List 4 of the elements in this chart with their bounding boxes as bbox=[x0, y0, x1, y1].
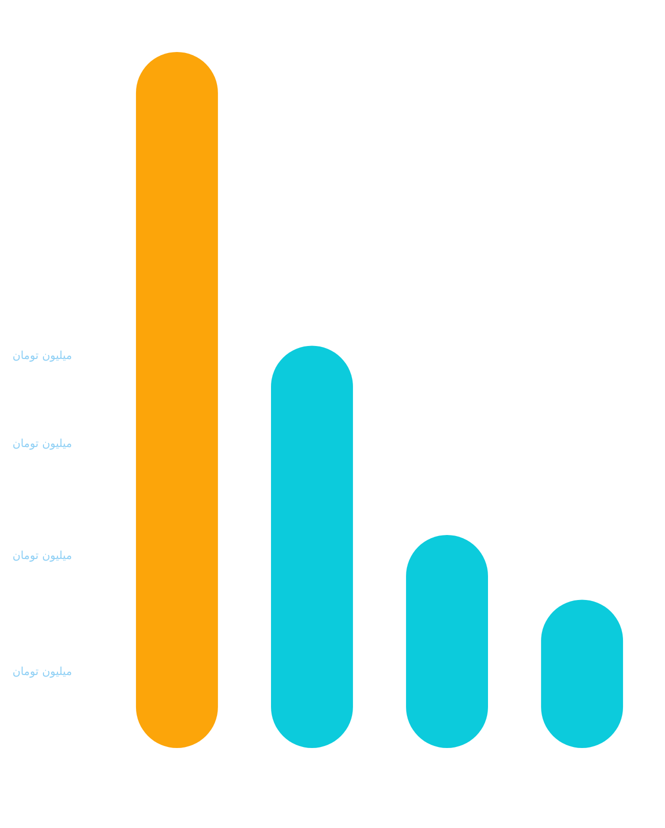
text: میلیون تومان bbox=[12, 548, 72, 562]
text: میلیون تومان bbox=[12, 436, 72, 450]
text: میلیون تومان bbox=[12, 664, 72, 678]
text: میلیون تومان bbox=[12, 348, 72, 362]
